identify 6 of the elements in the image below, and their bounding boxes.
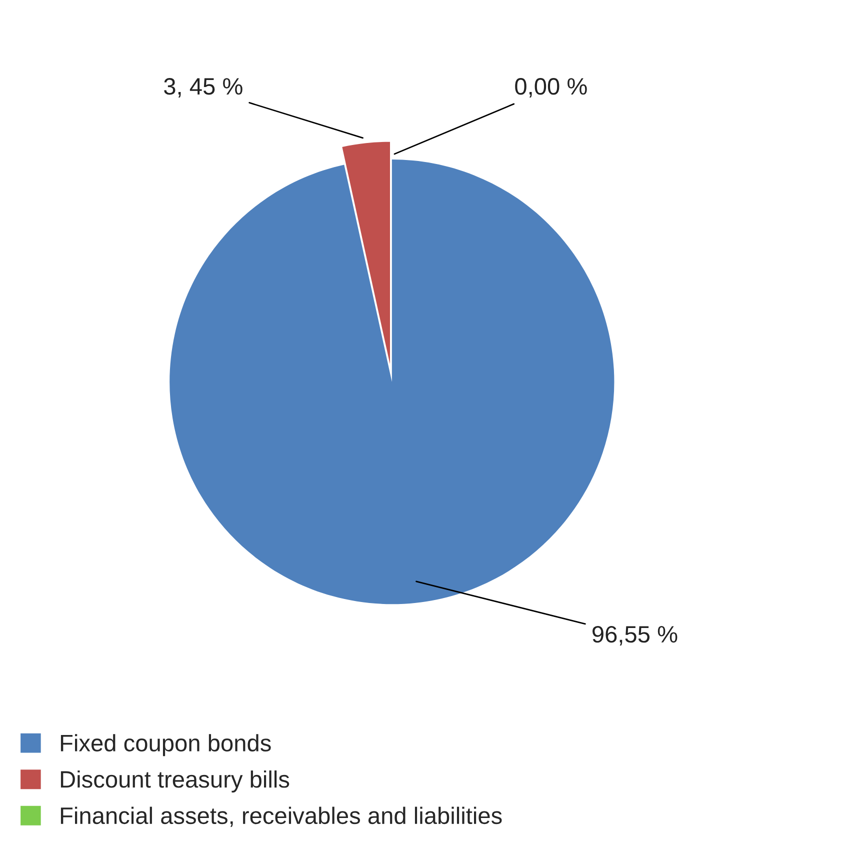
text: 0,00 % bbox=[515, 78, 587, 98]
legend-label: Discount treasury bills bbox=[60, 770, 290, 792]
data-label: 3, 45 % bbox=[164, 78, 242, 98]
legend-label: Financial assets, receivables and liabilities bbox=[60, 806, 502, 827]
legend-label: Fixed coupon bonds bbox=[60, 734, 271, 756]
data-label: 96,55 % bbox=[592, 626, 678, 646]
